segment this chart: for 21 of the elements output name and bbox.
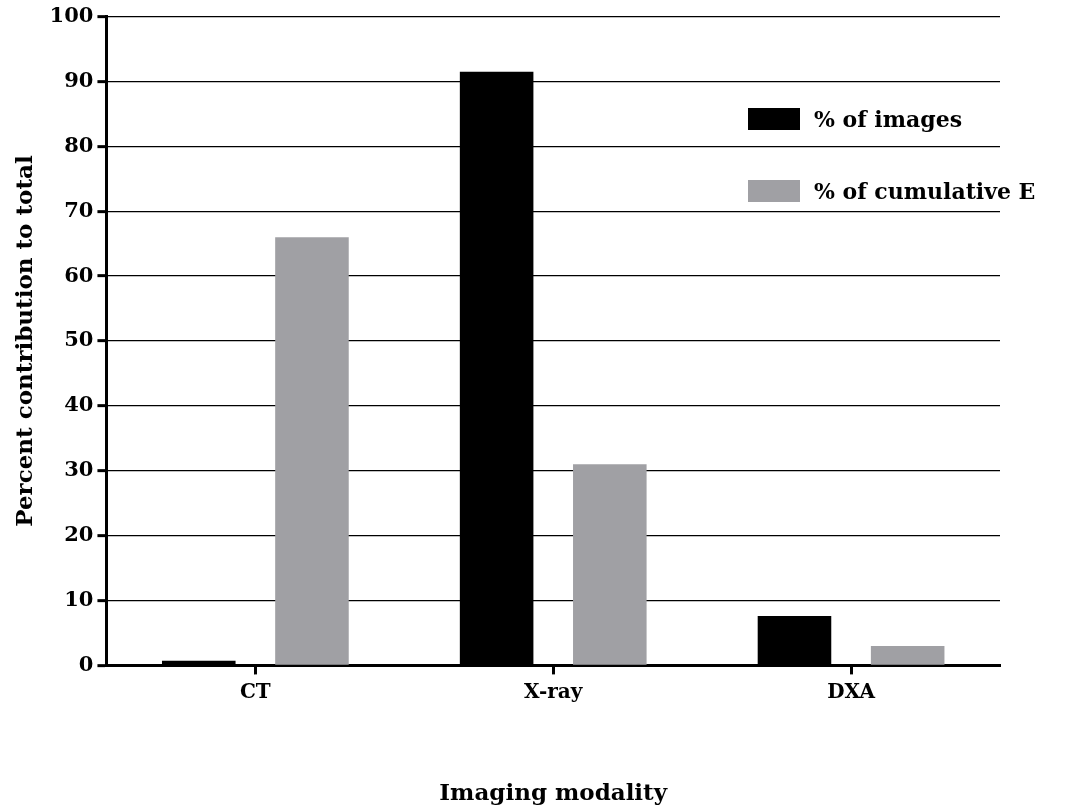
x-tick-label: DXA <box>827 678 876 703</box>
y-tick-label: 30 <box>64 456 94 482</box>
y-tick-label: 40 <box>64 391 94 417</box>
x-tick-label: X-ray <box>524 678 584 703</box>
y-tick-label: 90 <box>64 66 94 92</box>
bar <box>870 645 945 665</box>
legend-label: % of cumulative E <box>814 177 1036 204</box>
y-tick-label: 10 <box>64 585 94 611</box>
y-tick-label: 50 <box>64 326 94 352</box>
y-tick-label: 80 <box>64 131 94 157</box>
y-tick-label: 70 <box>64 196 94 222</box>
x-axis-title: Imaging modality <box>439 778 668 806</box>
x-tick-label: CT <box>239 678 271 703</box>
y-tick-label: 60 <box>64 261 94 287</box>
bar <box>275 237 349 665</box>
y-tick-label: 100 <box>49 2 94 28</box>
y-tick-label: 20 <box>64 521 94 547</box>
y-axis-title: Percent contribution to total <box>9 155 37 527</box>
bar <box>573 464 647 665</box>
y-tick-label: 0 <box>78 650 94 676</box>
legend-label: % of images <box>814 105 963 132</box>
